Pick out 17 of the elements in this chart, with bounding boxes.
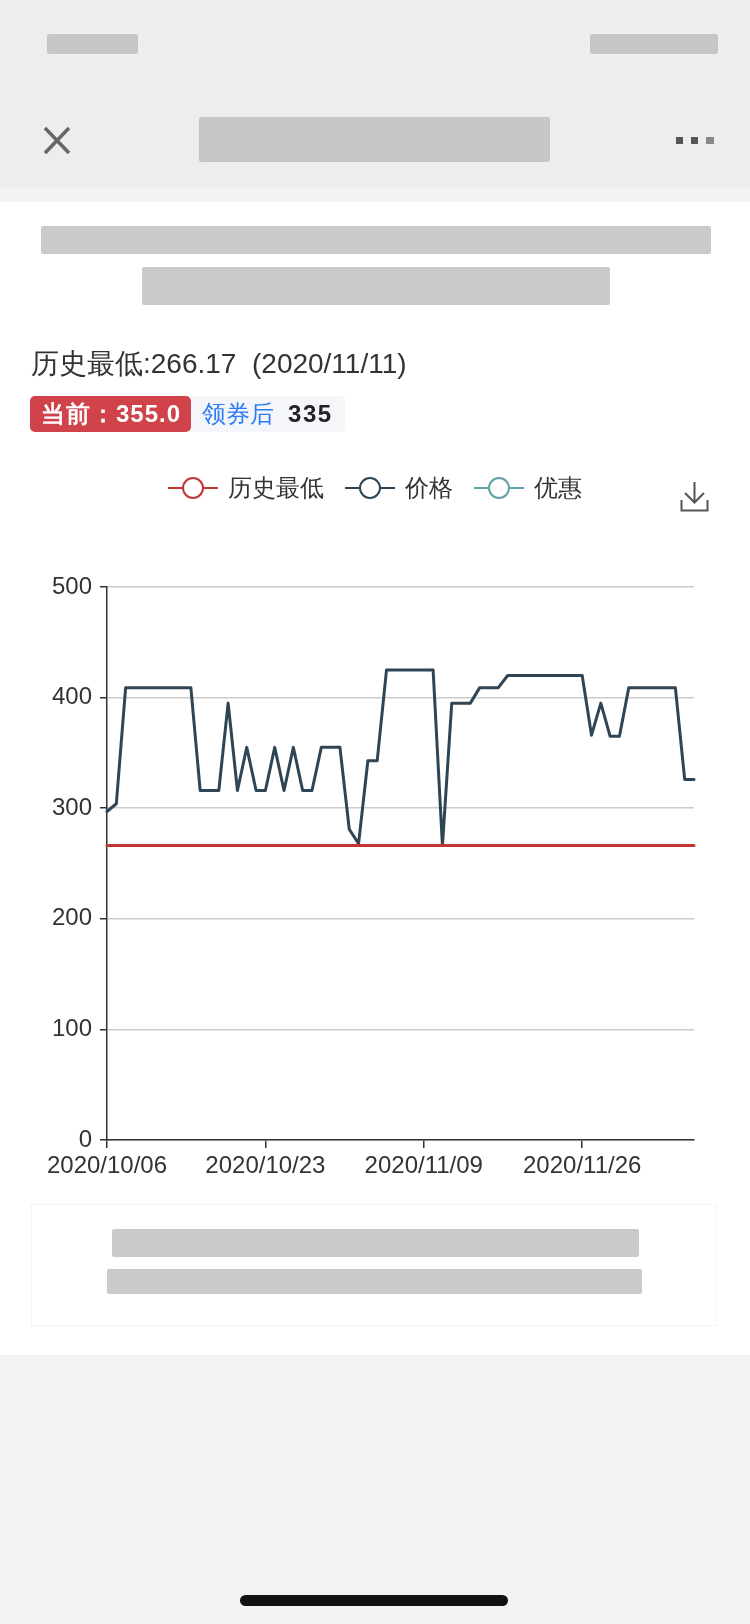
y-tick-label: 0 [78,1124,92,1152]
y-tick-label: 300 [51,792,92,820]
text: 335 [288,400,333,427]
x-tick-label: 2020/11/09 [364,1151,483,1179]
legend-label: 历史最低 [228,473,324,501]
y-tick-label: 400 [51,682,92,710]
y-tick-label: 200 [51,903,92,931]
x-tick-label: 2020/10/06 [46,1151,168,1179]
x-tick-label: 2020/10/23 [205,1151,326,1179]
chart-title: 历史最低:266.17 (2020/11/11) [31,347,407,381]
text: 当前：355.0 [30,396,192,432]
legend-label: 优惠 [534,473,582,501]
y-tick-label: 100 [51,1014,92,1042]
legend-label: 价格 [404,473,453,501]
y-tick-label: 500 [51,571,92,599]
x-tick-label: 2020/11/26 [523,1151,642,1179]
text: 领券后 [202,400,275,427]
